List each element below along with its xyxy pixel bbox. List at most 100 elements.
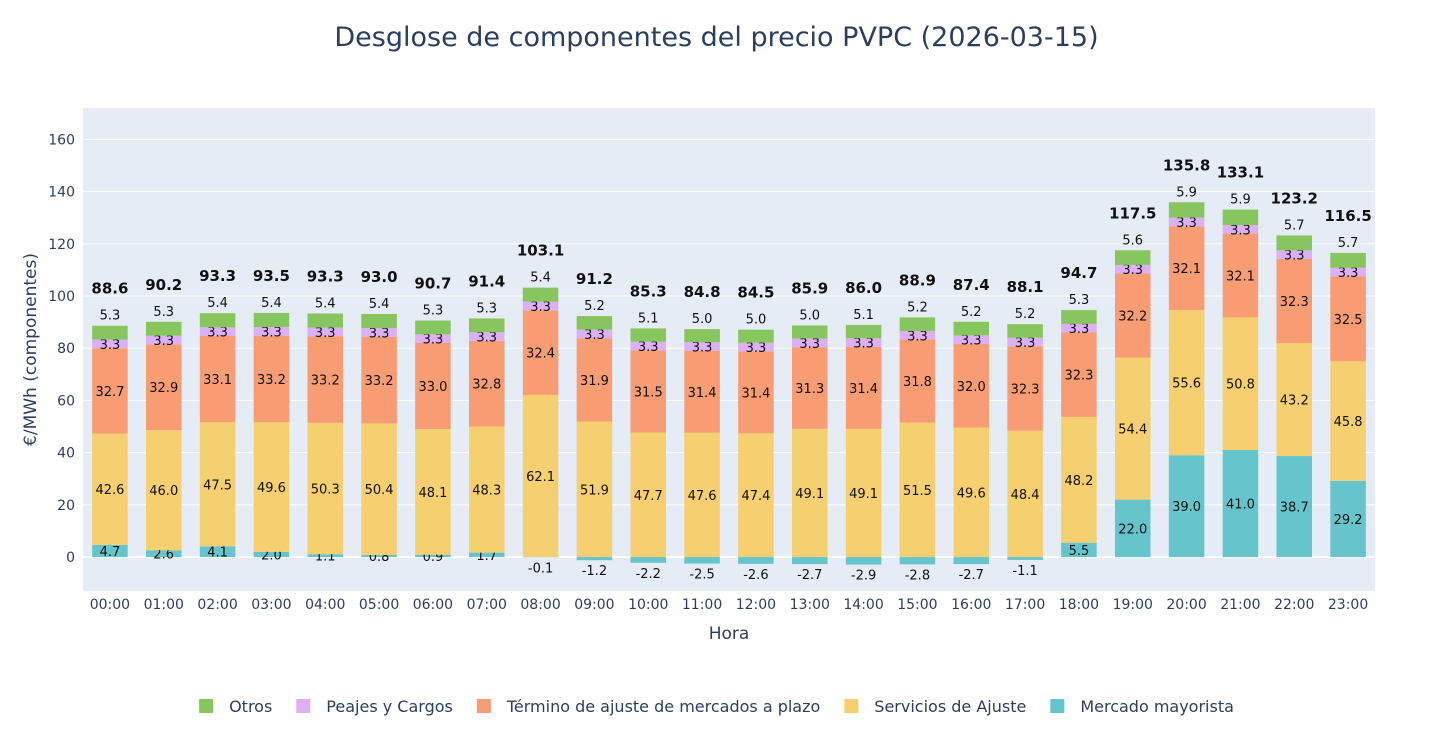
segment-label: 31.4: [741, 386, 770, 401]
segment-label: 32.9: [149, 381, 178, 396]
bar-segment: [1330, 480, 1366, 558]
y-tick-label: 20: [57, 498, 75, 514]
segment-label: 48.4: [1011, 488, 1040, 503]
total-label: 88.6: [91, 280, 128, 298]
bar-segment: [576, 316, 613, 330]
bar-segment: [630, 432, 667, 558]
bar-segment: [1276, 343, 1313, 457]
segment-label: 39.0: [1172, 500, 1201, 515]
segment-label: 5.4: [207, 296, 228, 311]
segment-label: 31.5: [634, 385, 663, 400]
bar-segment: [1007, 337, 1043, 347]
bar-segment: [145, 321, 182, 336]
segment-label: 41.0: [1226, 498, 1255, 513]
segment-label: 3.3: [1338, 266, 1359, 281]
segment-label: 46.0: [149, 484, 178, 499]
bar-segment: [468, 318, 505, 333]
bar-segment: [899, 330, 936, 340]
bar-segment: [199, 546, 236, 558]
total-label: 90.2: [145, 276, 182, 294]
segment-label: 3.3: [100, 338, 121, 353]
bar-segment: [845, 346, 882, 429]
y-tick-label: 40: [57, 446, 75, 462]
bar-segment: [791, 428, 828, 558]
total-label: 91.4: [468, 272, 505, 290]
bar-segment: [361, 423, 397, 555]
bar-segment: [361, 328, 397, 337]
total-label: 93.0: [361, 268, 398, 286]
x-tick-label: 14:00: [843, 597, 883, 613]
segment-label: 32.7: [95, 385, 124, 400]
bar-segment: [92, 544, 128, 558]
segment-label: -2.7: [959, 568, 984, 583]
x-tick-label: 09:00: [574, 597, 614, 613]
segment-label: 3.3: [1015, 336, 1036, 351]
legend-swatch: [844, 699, 859, 713]
bar-segment: [361, 313, 397, 329]
segment-label: 3.3: [261, 325, 282, 340]
bar-segment: [1276, 456, 1313, 558]
bar-segment: [684, 557, 720, 564]
segment-label: -2.5: [689, 568, 714, 583]
bar-segment: [738, 342, 774, 352]
segment-label: 5.9: [1176, 185, 1197, 200]
segment-label: 4.1: [207, 546, 228, 561]
bar-segment: [1114, 250, 1151, 265]
segment-label: 32.5: [1334, 313, 1363, 328]
bar-segment: [1114, 273, 1151, 358]
bar-segment: [1222, 450, 1259, 558]
bar-segment: [253, 312, 290, 328]
segment-label: 49.1: [795, 487, 824, 502]
segment-label: -2.9: [851, 569, 876, 584]
plot-background: [83, 108, 1375, 591]
x-tick-label: 07:00: [467, 597, 507, 613]
segment-label: 32.3: [1064, 369, 1093, 384]
total-label: 117.5: [1109, 204, 1156, 222]
bar-segment: [1168, 310, 1205, 456]
segment-label: 5.0: [692, 312, 713, 327]
segment-label: 3.3: [584, 328, 605, 343]
segment-label: 33.2: [365, 374, 394, 389]
bar-segment: [684, 329, 720, 343]
bar-segment: [576, 557, 613, 561]
x-tick-label: 17:00: [1005, 597, 1045, 613]
bar-segment: [145, 430, 182, 551]
segment-label: 5.4: [261, 296, 282, 311]
bar-segment: [1061, 416, 1097, 543]
segment-label: 50.4: [365, 483, 394, 498]
segment-label: 32.0: [957, 380, 986, 395]
bar-segment: [953, 321, 990, 336]
total-label: 87.4: [953, 276, 990, 294]
bar-segment: [1007, 324, 1043, 338]
bar-segment: [1061, 332, 1097, 417]
x-tick-label: 12:00: [736, 597, 776, 613]
bar-segment: [1168, 202, 1205, 218]
bar-segment: [468, 332, 505, 341]
segment-label: 29.2: [1334, 513, 1363, 528]
segment-label: 47.4: [741, 489, 770, 504]
segment-label: 5.4: [530, 271, 551, 286]
segment-label: 47.6: [688, 489, 717, 504]
x-tick-label: 13:00: [790, 597, 830, 613]
segment-label: 5.3: [153, 305, 174, 320]
segment-label: 51.9: [580, 483, 609, 498]
total-label: 94.7: [1060, 264, 1097, 282]
bar-segment: [1276, 250, 1313, 259]
bar-segment: [1114, 264, 1151, 274]
y-tick-label: 100: [48, 289, 75, 305]
segment-label: 51.5: [903, 484, 932, 499]
bar-segment: [576, 421, 613, 558]
y-tick-label: 80: [57, 341, 75, 357]
legend-label: Mercado mayorista: [1080, 697, 1234, 716]
legend-label: Peajes y Cargos: [326, 697, 453, 716]
segment-label: 48.1: [418, 486, 447, 501]
segment-label: 33.0: [418, 380, 447, 395]
segment-label: 49.6: [257, 481, 286, 496]
bar-segment: [522, 394, 559, 558]
segment-label: 43.2: [1280, 394, 1309, 409]
total-label: 85.9: [791, 279, 828, 297]
y-tick-label: 120: [48, 237, 75, 253]
bar-segment: [361, 336, 397, 424]
